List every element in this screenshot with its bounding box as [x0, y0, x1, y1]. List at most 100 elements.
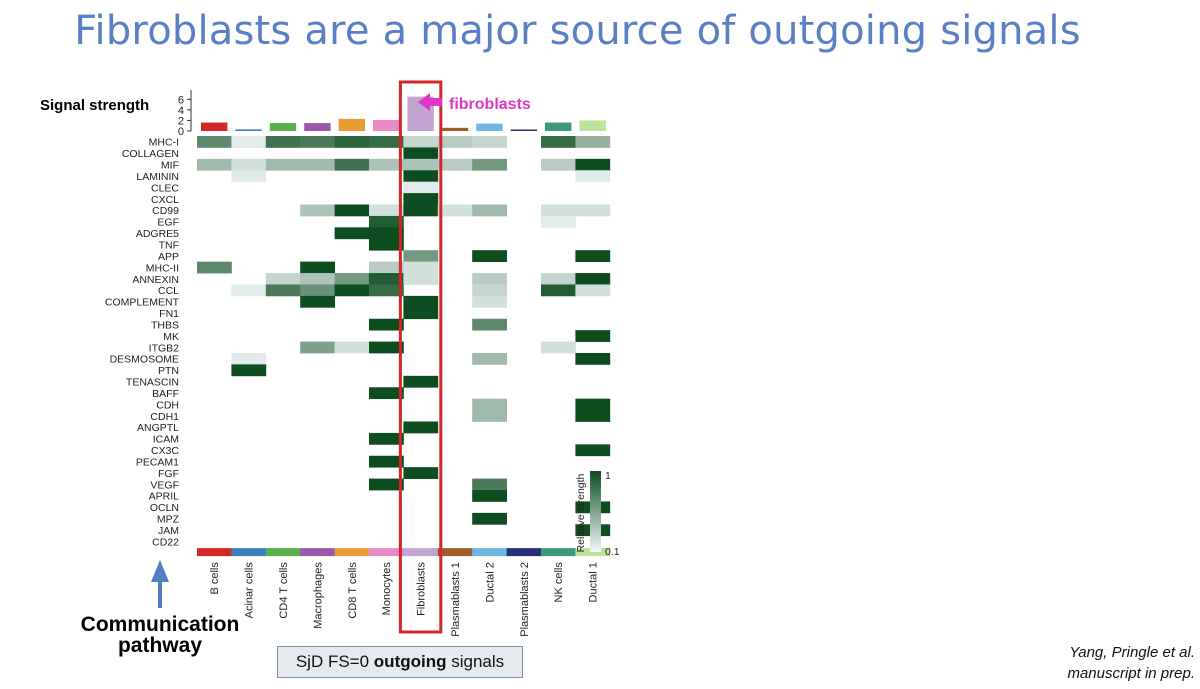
- cell-adgre5-monocytes: [369, 227, 404, 240]
- cell-clec-fibroblasts: [403, 181, 439, 194]
- cell-ccl-monocytes: [369, 284, 404, 297]
- cell-type-label-plasmablasts-2: Plasmablasts 2: [519, 562, 531, 637]
- cell-mhc-i-ductal-1: [575, 136, 611, 148]
- caption-bold: outgoing: [373, 652, 447, 671]
- cell-mif-cd4-t-cells: [265, 158, 301, 171]
- signal-axis-tick-label-0: 0: [178, 126, 184, 138]
- cell-collagen-fibroblasts: [403, 147, 439, 160]
- pathway-label-complement: COMPLEMENT: [105, 297, 180, 309]
- pathway-label-angptl: ANGPTL: [137, 422, 179, 434]
- caption-suffix: signals: [446, 652, 505, 671]
- signal-axis-tick-label-6: 6: [178, 94, 184, 106]
- fibroblast-highlight-box: [398, 80, 443, 634]
- cell-itgb2-monocytes: [369, 341, 404, 354]
- cell-tenascin-fibroblasts: [403, 375, 439, 388]
- heatmap-cells: [197, 136, 611, 537]
- cell-mif-fibroblasts: [403, 158, 439, 171]
- pathway-label-cxcl: CXCL: [151, 194, 179, 206]
- signal-bar-b-cells: [201, 122, 228, 131]
- signal-bar-cd8-t-cells: [338, 118, 365, 131]
- cell-cd99-macrophages: [300, 204, 335, 217]
- colorbar-tick-top: 1: [605, 470, 611, 482]
- cell-annexin-monocytes: [369, 273, 404, 285]
- cell-type-label-b-cells: B cells: [209, 562, 221, 595]
- cell-cdh-ductal-2: [472, 398, 507, 411]
- cell-mif-ductal-1: [575, 158, 611, 171]
- cell-complement-fibroblasts: [403, 295, 439, 308]
- cell-annexin-fibroblasts: [403, 273, 439, 285]
- cell-mhc-i-monocytes: [369, 136, 404, 148]
- signal-bar-plasmablasts-2: [510, 129, 537, 131]
- pathway-label-desmosome: DESMOSOME: [110, 354, 179, 366]
- pathway-label-annexin: ANNEXIN: [132, 274, 179, 286]
- cell-type-label-nk-cells: NK cells: [553, 562, 565, 603]
- cell-mif-b-cells: [197, 158, 232, 171]
- cell-type-label-cd8-t-cells: CD8 T cells: [347, 562, 359, 619]
- cell-type-label-plasmablasts-1: Plasmablasts 1: [450, 562, 462, 637]
- cell-ptn-acinar-cells: [231, 364, 267, 377]
- cell-mhc-i-macrophages: [300, 136, 335, 148]
- cell-cd99-fibroblasts: [403, 204, 439, 217]
- cell-desmosome-acinar-cells: [231, 352, 267, 365]
- cell-cd99-cd8-t-cells: [334, 204, 370, 217]
- cell-mhc-ii-monocytes: [369, 261, 404, 274]
- color-strip-cd8-t-cells: [334, 548, 370, 557]
- slide-title: Fibroblasts are a major source of outgoi…: [74, 8, 1081, 54]
- cell-cd99-nk-cells: [541, 204, 576, 217]
- cell-app-ductal-1: [575, 250, 611, 263]
- pathway-label-baff: BAFF: [152, 388, 179, 400]
- cell-vegf-monocytes: [369, 478, 404, 491]
- signal-bar-cd4-t-cells: [269, 123, 297, 131]
- cell-mhc-i-acinar-cells: [231, 136, 267, 148]
- pathway-label-mpz: MPZ: [157, 514, 180, 526]
- cell-mif-macrophages: [300, 158, 335, 171]
- cell-ccl-cd4-t-cells: [265, 284, 301, 297]
- citation: Yang, Pringle et al. manuscript in prep.: [1000, 642, 1195, 684]
- cell-itgb2-cd8-t-cells: [334, 341, 370, 354]
- fibroblasts-label: fibroblasts: [449, 96, 531, 113]
- cell-cx3c-ductal-1: [575, 444, 611, 457]
- pathway-label-vegf: VEGF: [150, 479, 179, 491]
- cell-desmosome-ductal-2: [472, 352, 507, 365]
- cell-ccl-cd8-t-cells: [334, 284, 370, 297]
- cell-icam-monocytes: [369, 432, 404, 445]
- pathway-label-mk: MK: [163, 331, 179, 343]
- pathway-label-ccl: CCL: [158, 285, 179, 297]
- signal-strength-label: Signal strength: [40, 97, 149, 114]
- pathway-label-thbs: THBS: [151, 319, 179, 331]
- signal-bar-ductal-2: [476, 123, 503, 131]
- pathway-label-itgb2: ITGB2: [149, 342, 180, 354]
- cell-type-label-macrophages: Macrophages: [312, 562, 324, 629]
- pathway-arrow-icon: [151, 560, 169, 582]
- communication-pathway-label: Communication pathway: [40, 614, 280, 656]
- cell-april-ductal-2: [472, 490, 507, 502]
- cell-type-label-cd4-t-cells: CD4 T cells: [278, 562, 290, 619]
- cell-thbs-ductal-2: [472, 318, 507, 331]
- pathway-label-icam: ICAM: [153, 434, 179, 446]
- color-strip-acinar-cells: [231, 548, 267, 557]
- cell-mif-plasmablasts-1: [437, 158, 473, 171]
- cell-cd99-ductal-1: [575, 204, 611, 217]
- cell-mhc-i-nk-cells: [541, 136, 576, 148]
- cell-mhc-ii-b-cells: [197, 261, 232, 274]
- cell-type-color-strip: [197, 548, 611, 557]
- pathway-label-mhc-i: MHC-I: [149, 137, 179, 149]
- signal-axis-tick-label-2: 2: [178, 115, 184, 127]
- pathway-label-cx3c: CX3C: [151, 445, 179, 457]
- signal-bar-ductal-1: [579, 120, 606, 131]
- cell-mhc-i-b-cells: [197, 136, 232, 148]
- cell-cd99-ductal-2: [472, 204, 507, 217]
- color-strip-monocytes: [369, 548, 404, 557]
- pathway-labels: MHC-ICOLLAGENMIFLAMININCLECCXCLCD99EGFAD…: [105, 137, 180, 549]
- cell-mhc-i-cd8-t-cells: [334, 136, 370, 148]
- cell-egf-nk-cells: [541, 215, 576, 228]
- caption-prefix: SjD FS=0: [295, 652, 374, 671]
- pathway-label-collagen: COLLAGEN: [122, 148, 179, 160]
- cell-vegf-ductal-2: [472, 478, 507, 491]
- colorbar-label: Relative strength: [575, 473, 587, 552]
- cell-mpz-ductal-2: [472, 512, 507, 525]
- cell-mhc-i-fibroblasts: [403, 136, 439, 148]
- pathway-label-cd22: CD22: [152, 536, 179, 548]
